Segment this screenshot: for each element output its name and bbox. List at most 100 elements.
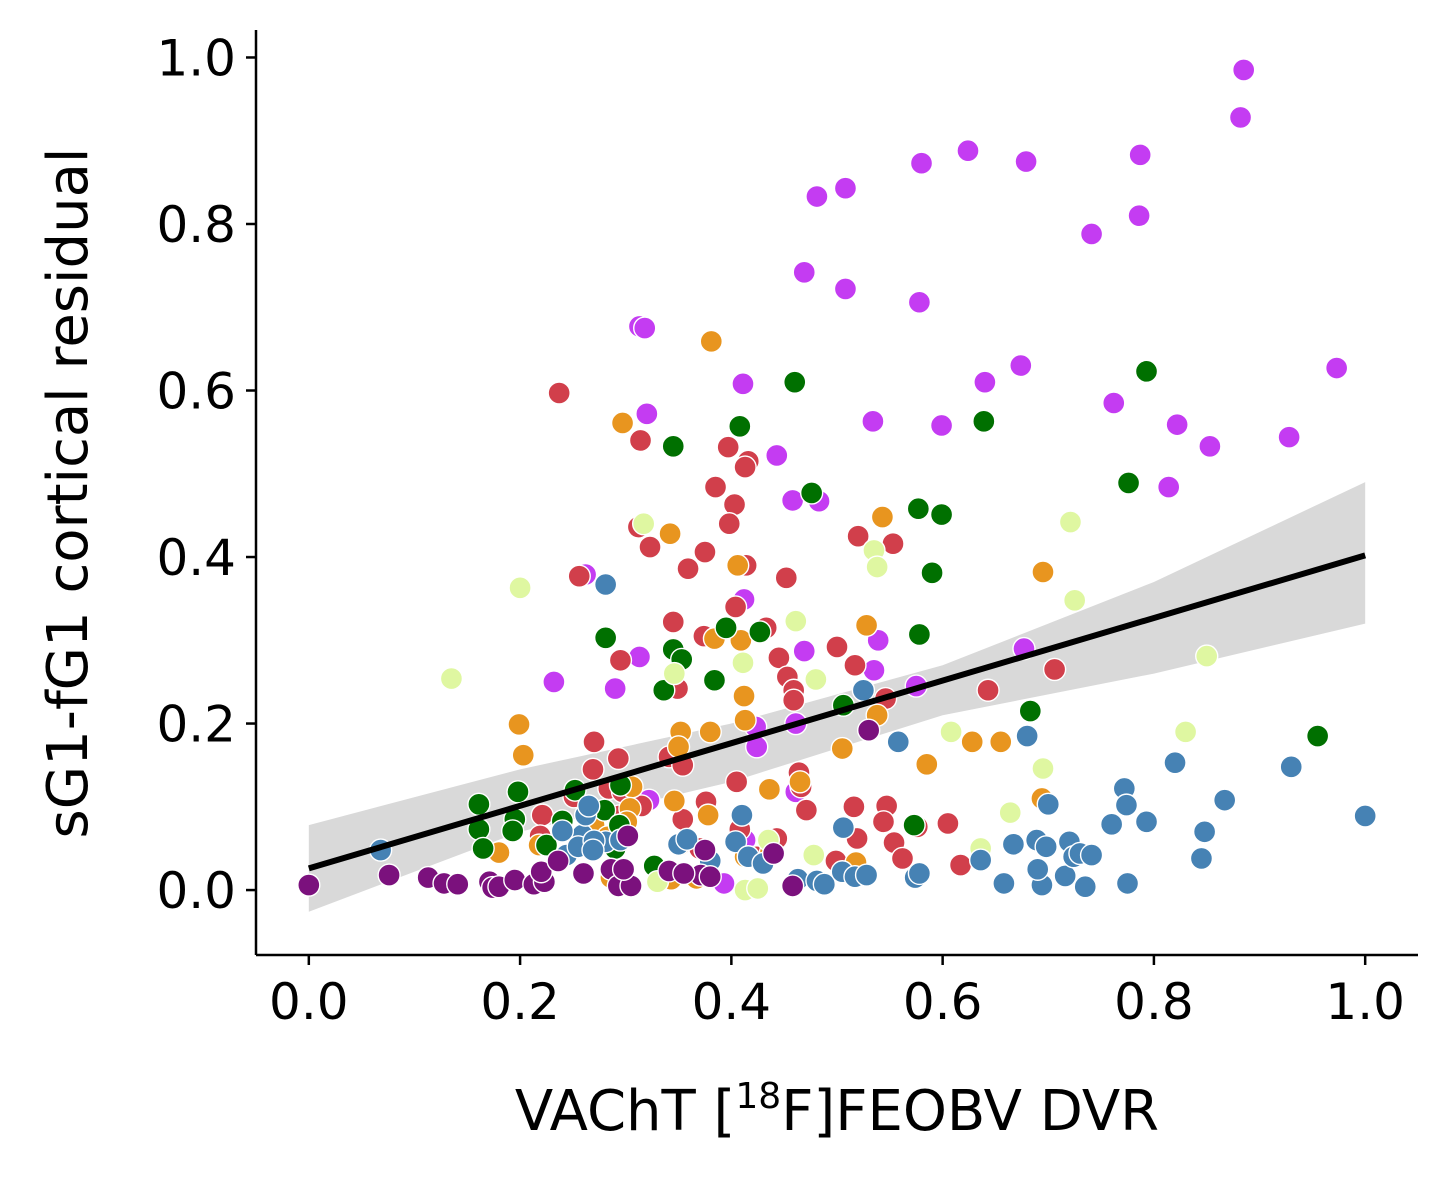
data-point: [1031, 756, 1055, 781]
data-point: [956, 139, 980, 163]
data-point: [799, 481, 824, 505]
data-point: [731, 372, 755, 396]
data-point: [890, 846, 915, 871]
data-point: [865, 555, 889, 579]
data-point: [781, 688, 806, 712]
data-point: [726, 553, 750, 578]
data-point: [703, 475, 728, 499]
data-point: [1031, 560, 1055, 584]
data-point: [780, 874, 805, 898]
data-point: [915, 752, 939, 777]
data-point: [792, 260, 816, 284]
x-tick-label: 0.0: [269, 973, 349, 1031]
data-point: [788, 770, 812, 794]
data-point: [802, 843, 826, 867]
data-point: [733, 455, 757, 479]
data-point: [633, 316, 657, 340]
data-point: [542, 670, 566, 694]
data-point: [833, 277, 858, 301]
data-point: [842, 795, 866, 819]
data-point: [693, 838, 717, 862]
x-tick-label: 0.6: [903, 973, 983, 1031]
data-point: [511, 743, 535, 767]
data-point: [992, 871, 1016, 896]
data-point: [1353, 804, 1377, 828]
y-tick-group: 0.0 0.2 0.4 0.6 0.8 1.0: [156, 29, 256, 920]
data-point: [1102, 391, 1126, 415]
data-point: [675, 827, 699, 851]
data-point: [973, 370, 997, 394]
data-point: [1014, 149, 1038, 174]
data-point: [784, 609, 808, 633]
data-point: [662, 789, 687, 813]
data-point: [812, 872, 837, 896]
y-axis-label: sG1-fG1 cortical residual: [36, 148, 101, 839]
data-point: [581, 757, 605, 782]
data-point: [698, 865, 722, 889]
data-point: [1018, 699, 1043, 723]
data-point: [723, 595, 748, 619]
y-tick-label: 0.2: [156, 696, 236, 754]
data-point: [731, 651, 755, 675]
data-point: [732, 684, 756, 708]
data-point: [534, 833, 559, 857]
data-point: [1195, 644, 1219, 668]
data-point: [767, 646, 791, 670]
data-point: [1128, 143, 1152, 167]
data-point: [1026, 857, 1050, 881]
data-point: [500, 819, 525, 843]
data-point: [508, 576, 532, 600]
data-point: [1173, 720, 1198, 744]
y-tick-label: 1.0: [156, 29, 236, 87]
data-point: [907, 290, 932, 314]
data-point: [698, 720, 722, 744]
data-point: [936, 811, 960, 836]
data-point: [503, 868, 527, 892]
data-point: [658, 522, 682, 546]
data-point: [960, 730, 984, 754]
data-point: [929, 413, 954, 438]
data-point: [1009, 353, 1033, 378]
data-point: [652, 678, 676, 702]
data-point: [746, 876, 770, 901]
data-point: [1115, 871, 1140, 896]
data-point: [571, 861, 596, 886]
data-point: [854, 863, 879, 887]
data-point: [804, 667, 828, 692]
x-axis-label: VAChT [18F]FEOBV DVR: [515, 1076, 1159, 1144]
data-point: [765, 443, 789, 468]
data-point: [550, 819, 575, 843]
data-point: [748, 620, 772, 644]
data-point: [774, 566, 798, 590]
data-point: [989, 730, 1013, 754]
data-point: [856, 718, 881, 742]
y-tick-label: 0.0: [156, 862, 236, 920]
data-point: [1305, 724, 1330, 748]
data-point: [733, 708, 757, 732]
data-point: [506, 780, 530, 804]
data-point: [1279, 755, 1303, 779]
data-point: [581, 838, 605, 862]
data-point: [1001, 832, 1026, 856]
data-point: [831, 815, 856, 840]
data-point: [1079, 843, 1104, 867]
data-point: [606, 746, 631, 771]
data-point: [1134, 810, 1159, 834]
y-tick-label: 0.8: [156, 196, 236, 254]
data-point: [728, 414, 752, 439]
data-point: [1042, 657, 1067, 682]
x-tick-label: 1.0: [1325, 973, 1405, 1031]
data-point: [1058, 510, 1083, 534]
data-point: [529, 860, 553, 884]
data-point: [611, 857, 636, 881]
data-point: [1163, 750, 1187, 775]
data-point: [297, 873, 321, 897]
data-point: [998, 800, 1022, 825]
data-point: [1231, 58, 1256, 82]
data-point: [907, 861, 932, 886]
data-point: [467, 792, 491, 817]
data-point: [1198, 434, 1222, 458]
data-point: [661, 434, 685, 458]
data-point: [861, 409, 885, 434]
data-point: [693, 540, 717, 564]
